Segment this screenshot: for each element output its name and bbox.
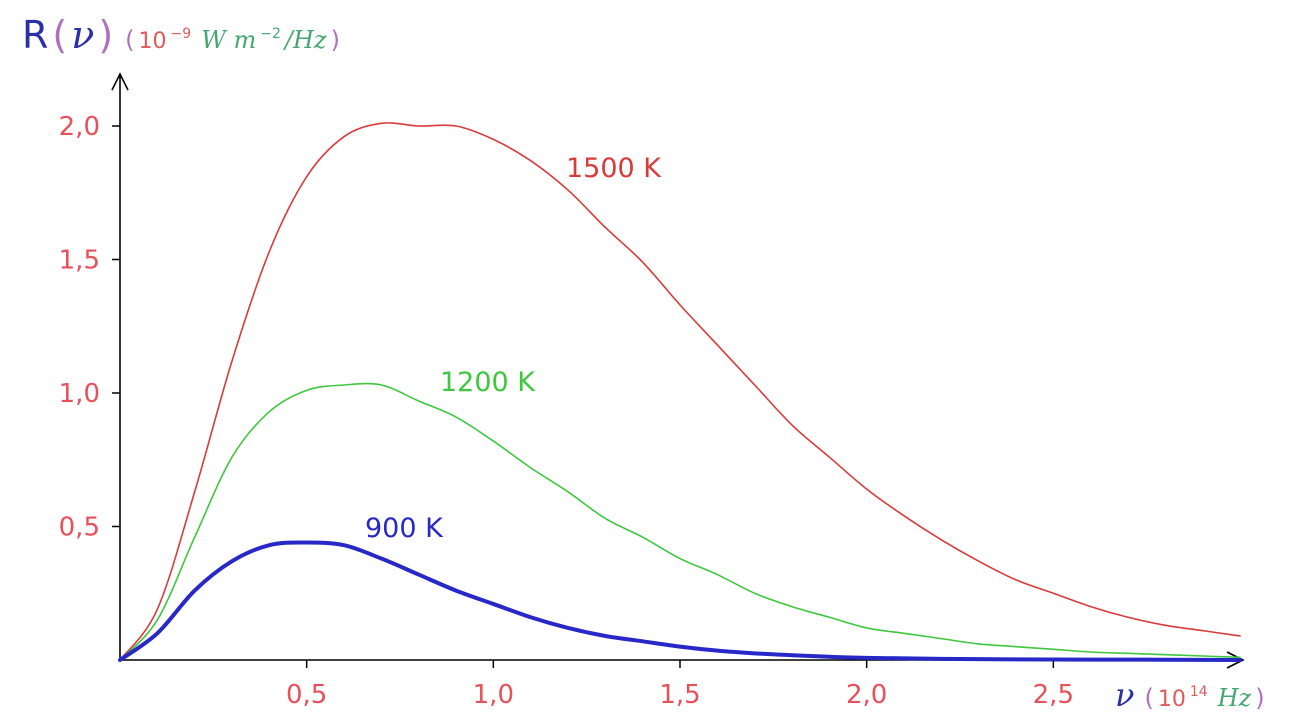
y-axis-title: R ( ν ) ( 10 −9 W m −2 /Hz ) <box>22 13 340 57</box>
x-unit-open: ( <box>1144 684 1153 712</box>
y-unit-text: W m <box>201 26 256 54</box>
x-tick-label: 2,0 <box>846 680 887 710</box>
x-tick-label: 1,0 <box>473 680 514 710</box>
y-axis-title-close-paren: ) <box>98 13 113 57</box>
series-label-900-k: 900 K <box>365 513 444 544</box>
curves <box>118 122 1242 662</box>
y-axis-title-R: R <box>22 13 48 57</box>
series-label-1500-k: 1500 K <box>566 153 662 184</box>
axis-ticks: 0,5 1,0 1,5 2,0 0,5 1,0 1,5 2,0 2,5 <box>59 112 1074 710</box>
x-unit-exp: 14 <box>1190 684 1208 700</box>
y-unit-base: 10 <box>139 29 167 54</box>
y-unit-exp: −9 <box>171 26 192 42</box>
y-tick-label: 0,5 <box>59 513 100 543</box>
y-tick-label: 2,0 <box>59 112 100 142</box>
series-line-900-k <box>118 540 1242 662</box>
series-line-1200-k <box>119 382 1241 661</box>
x-unit-close: ) <box>1255 684 1264 712</box>
x-unit-base: 10 <box>1158 687 1186 712</box>
x-tick-label: 1,5 <box>659 680 700 710</box>
y-axis-title-open-paren: ( <box>52 13 67 57</box>
y-tick-label: 1,5 <box>59 246 100 276</box>
y-unit-close: ) <box>331 26 340 54</box>
y-axis-title-nu: ν <box>71 13 94 57</box>
x-axis-title: ν ( 10 14 Hz ) <box>1115 676 1265 713</box>
x-axis-title-nu: ν <box>1115 676 1134 713</box>
y-axis-arrow <box>111 72 129 91</box>
x-tick-label: 0,5 <box>286 680 327 710</box>
series-label-1200-k: 1200 K <box>440 367 536 398</box>
x-tick-label: 2,5 <box>1033 680 1074 710</box>
y-unit-open: ( <box>125 26 134 54</box>
y-unit-text-exp: −2 <box>260 26 281 42</box>
x-axis-arrow <box>1226 651 1245 669</box>
series-line-1500-k <box>119 122 1241 661</box>
curve-labels: 1500 K 1200 K 900 K <box>365 153 662 544</box>
x-unit-text: Hz <box>1217 684 1252 712</box>
y-tick-label: 1,0 <box>59 379 100 409</box>
y-unit-tail: /Hz <box>283 26 327 54</box>
